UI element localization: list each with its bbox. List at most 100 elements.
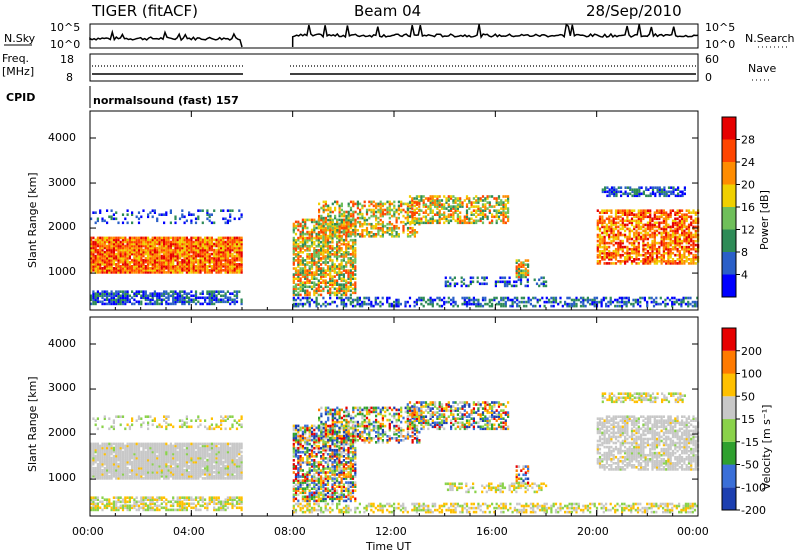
range-gate-cell — [197, 252, 200, 256]
range-gate-cell — [99, 269, 102, 272]
range-gate-cell — [327, 204, 330, 208]
range-gate-cell — [110, 244, 113, 248]
range-gate-cell — [694, 213, 697, 216]
range-gate-cell — [619, 241, 622, 245]
range-gate-cell — [503, 282, 507, 286]
range-gate-cell — [201, 296, 204, 300]
range-gate-cell — [655, 300, 658, 304]
range-gate-cell — [151, 263, 154, 266]
range-gate-cell — [233, 238, 236, 242]
range-gate-cell — [406, 203, 409, 206]
range-gate-cell — [352, 202, 355, 206]
range-gate-cell — [628, 209, 631, 212]
range-gate-cell — [101, 462, 104, 466]
range-gate-cell — [117, 302, 120, 306]
range-gate-cell — [354, 210, 357, 214]
range-gate-cell — [215, 290, 218, 293]
range-gate-cell — [165, 271, 168, 274]
range-gate-cell — [119, 298, 122, 302]
range-gate-cell — [231, 236, 234, 240]
range-gate-cell — [158, 296, 161, 300]
range-gate-cell — [174, 267, 177, 270]
range-gate-cell — [667, 231, 670, 235]
range-gate-cell — [608, 217, 611, 221]
range-gate-cell — [322, 289, 325, 293]
range-gate-cell — [99, 254, 102, 258]
range-gate-cell — [438, 215, 441, 219]
range-gate-cell — [103, 444, 106, 448]
range-gate-cell — [329, 287, 332, 291]
range-gate-cell — [420, 219, 423, 223]
range-gate-cell — [108, 263, 111, 266]
range-gate-cell — [96, 446, 99, 450]
range-gate-cell — [582, 302, 585, 306]
range-gate-cell — [217, 242, 220, 246]
range-gate-cell — [174, 256, 177, 260]
range-gate-cell — [99, 250, 102, 254]
range-gate-cell — [115, 269, 118, 272]
range-gate-cell — [121, 444, 125, 448]
range-gate-cell — [306, 244, 309, 248]
range-gate-cell — [338, 232, 341, 236]
range-gate-cell — [349, 244, 352, 248]
range-gate-cell — [349, 226, 352, 230]
range-gate-cell — [596, 262, 599, 265]
range-gate-cell — [158, 213, 161, 216]
range-gate-cell — [635, 213, 638, 216]
range-gate-cell — [183, 236, 186, 240]
range-gate-cell — [92, 263, 95, 266]
range-gate-cell — [465, 217, 469, 221]
range-gate-cell — [336, 271, 339, 274]
range-gate-cell — [416, 231, 419, 234]
range-gate-cell — [169, 209, 172, 212]
range-gate-cell — [342, 275, 345, 278]
range-gate-cell — [519, 282, 523, 286]
range-gate-cell — [317, 253, 320, 256]
range-gate-cell — [644, 213, 647, 216]
range-gate-cell — [429, 207, 432, 210]
range-gate-cell — [345, 244, 348, 248]
range-gate-cell — [108, 267, 111, 270]
range-gate-cell — [324, 300, 327, 304]
range-gate-cell — [402, 208, 405, 212]
range-gate-cell — [178, 217, 182, 221]
range-gate-cell — [660, 221, 663, 225]
range-gate-cell — [163, 246, 166, 250]
range-gate-cell — [322, 242, 325, 246]
range-gate-cell — [614, 225, 618, 229]
range-gate-cell — [188, 244, 191, 248]
range-gate-cell — [617, 260, 620, 263]
range-gate-cell — [336, 236, 339, 240]
range-gate-cell — [363, 235, 366, 238]
range-gate-cell — [424, 219, 428, 223]
range-gate-cell — [92, 240, 95, 244]
range-gate-cell — [112, 456, 115, 460]
range-gate-cell — [671, 296, 674, 300]
range-gate-cell — [94, 248, 97, 252]
range-gate-cell — [137, 292, 141, 295]
range-gate-cell — [233, 298, 236, 302]
range-gate-cell — [115, 454, 118, 458]
range-gate-cell — [92, 473, 95, 476]
range-gate-cell — [452, 217, 455, 221]
range-gate-cell — [324, 204, 327, 208]
range-gate-cell — [320, 234, 323, 238]
range-gate-cell — [190, 246, 193, 250]
range-gate-cell — [185, 294, 188, 298]
range-gate-cell — [475, 219, 478, 223]
range-gate-cell — [90, 258, 93, 262]
range-gate-cell — [518, 304, 521, 308]
range-gate-cell — [361, 212, 364, 216]
range-gate-cell — [90, 462, 93, 466]
range-gate-cell — [235, 240, 239, 244]
range-gate-cell — [329, 222, 332, 226]
range-gate-cell — [651, 186, 655, 189]
range-gate-cell — [306, 232, 309, 236]
range-gate-cell — [90, 298, 93, 302]
range-gate-cell — [504, 213, 507, 216]
range-gate-cell — [331, 277, 334, 280]
range-gate-cell — [504, 304, 507, 308]
range-gate-cell — [381, 229, 384, 232]
range-gate-cell — [660, 260, 663, 263]
range-gate-cell — [485, 276, 488, 280]
